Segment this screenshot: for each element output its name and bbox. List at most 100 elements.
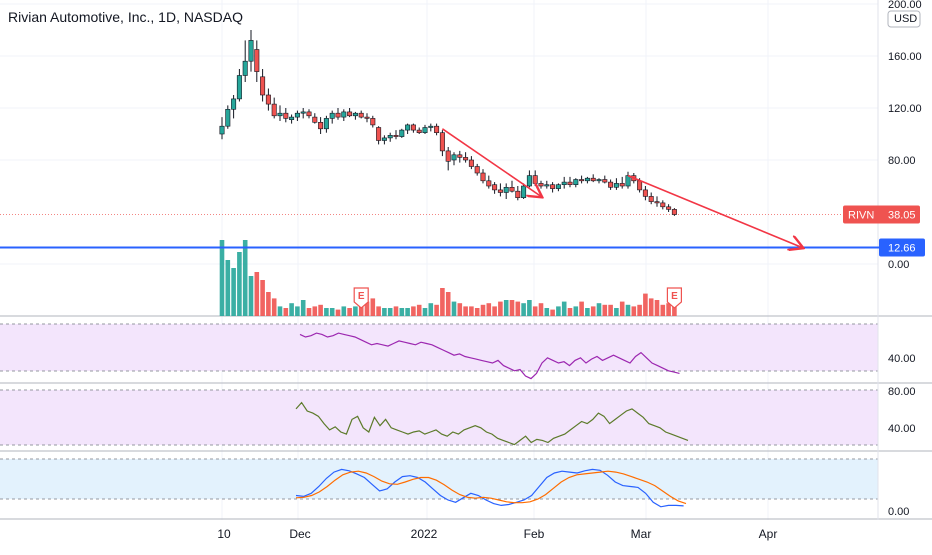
candle-body (294, 112, 300, 118)
candle-body (619, 183, 625, 187)
earnings-marker (666, 287, 682, 309)
volume-bar (242, 240, 248, 316)
volume-bar (492, 306, 497, 316)
oscillator-1-line (299, 332, 680, 380)
candle-body (277, 112, 283, 117)
x-tick-label: 2022 (411, 527, 438, 541)
volume-bar (440, 288, 445, 316)
candle-body (341, 111, 347, 118)
oscillator-3-band (0, 459, 878, 499)
candle-body (306, 111, 312, 117)
volume-bar (364, 301, 370, 316)
volume-bar (643, 293, 648, 316)
candle-body (613, 183, 619, 188)
volume-bar (590, 306, 596, 316)
candle-body (219, 125, 225, 135)
candle-body (625, 175, 631, 187)
volume-bar (283, 308, 289, 316)
y-tick-label: 80.00 (888, 386, 916, 398)
volume-bar (654, 300, 660, 316)
volume-bar (428, 303, 434, 316)
x-tick-label: Dec (289, 527, 310, 541)
volume-bar (469, 306, 474, 316)
volume-bar (486, 303, 492, 316)
volume-bar (556, 306, 561, 316)
volume-bar (393, 306, 399, 316)
volume-bar (527, 300, 532, 316)
candle-body (521, 185, 527, 198)
volume-bar (672, 304, 677, 316)
volume-bar (324, 308, 329, 316)
volume-bar (260, 280, 265, 316)
volume-bar (329, 308, 335, 316)
x-tick-label: Apr (759, 527, 778, 541)
candle-body (602, 179, 608, 183)
volume-bar (602, 304, 608, 316)
candle-body (457, 154, 463, 158)
volume-bar (666, 303, 671, 316)
volume-bar (225, 260, 231, 316)
volume-bar (254, 272, 260, 316)
x-tick-label: Mar (631, 527, 652, 541)
volume-bar (660, 304, 666, 316)
volume-bar (585, 308, 590, 316)
candle-body (428, 125, 434, 128)
volume-bar (434, 304, 439, 316)
candle-body (410, 124, 416, 131)
volume-bar (463, 306, 468, 316)
candle-body (532, 175, 538, 184)
candle-body (509, 187, 515, 192)
support-value: 12.66 (888, 243, 916, 255)
candle-body (225, 109, 231, 127)
candle-body (550, 184, 556, 189)
x-tick-label: 10 (217, 527, 231, 541)
candle-body (486, 180, 492, 187)
volume-bar (596, 303, 602, 316)
volume-bar (503, 300, 509, 316)
volume-bar (573, 306, 579, 316)
volume-bar (376, 306, 381, 316)
volume-bar (451, 301, 457, 316)
candle-body (318, 122, 324, 130)
candle-body (352, 112, 358, 117)
volume-bar (411, 306, 416, 316)
volume-bar (312, 306, 318, 316)
earnings-marker (353, 287, 369, 309)
y-tick-label: 80.00 (888, 155, 916, 167)
stochastic-k-line (295, 468, 684, 508)
candle-body (399, 129, 405, 137)
oscillator-2-line (295, 401, 689, 446)
candle-body (242, 60, 248, 76)
volume-bar (498, 301, 503, 316)
volume-bar (608, 304, 613, 316)
candle-body (538, 183, 544, 187)
volume-bar (625, 304, 631, 316)
volume-bar (382, 308, 387, 316)
candle-body (422, 127, 428, 133)
candle-body (248, 40, 254, 62)
y-tick-label: 0.00 (888, 506, 909, 518)
chart-title: Rivian Automotive, Inc., 1D, NASDAQ (8, 9, 243, 25)
last-price-value: 38.05 (888, 210, 916, 222)
trend-arrow (627, 174, 802, 248)
volume-bar (266, 292, 271, 316)
volume-bar (422, 308, 428, 316)
candle-body (405, 124, 411, 131)
volume-bar (219, 240, 225, 316)
volume-bar (445, 292, 451, 316)
volume-bar (579, 301, 584, 316)
earnings-marker-label: E (671, 291, 678, 302)
trend-arrow (441, 128, 541, 197)
volume-bar (457, 303, 463, 316)
volume-bar (399, 308, 405, 316)
candle-body (236, 75, 242, 100)
candle-body (648, 196, 654, 202)
volume-bar (341, 306, 347, 316)
volume-bar (648, 298, 654, 316)
volume-bar (231, 268, 236, 316)
volume-bar (550, 309, 555, 316)
candle-body (642, 189, 648, 197)
volume-bar (271, 298, 277, 316)
candle-body (463, 157, 469, 161)
